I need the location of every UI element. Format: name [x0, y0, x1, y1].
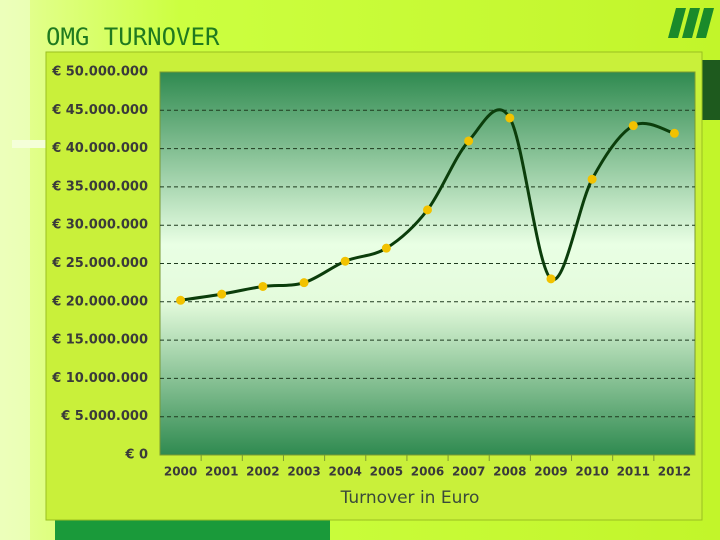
x-tick-label: 2009	[534, 465, 567, 479]
y-tick-label: € 25.000.000	[51, 256, 148, 271]
logo	[668, 8, 714, 38]
data-point	[381, 243, 391, 253]
decor-bar	[12, 140, 52, 148]
data-point	[628, 121, 638, 131]
left-strip	[0, 0, 30, 540]
y-tick-label: € 30.000.000	[51, 218, 148, 233]
x-tick-label: 2012	[658, 465, 691, 479]
y-tick-label: € 15.000.000	[51, 333, 148, 348]
x-tick-label: 2008	[493, 465, 526, 479]
data-point	[258, 281, 268, 291]
data-point	[217, 289, 227, 299]
x-tick-label: 2011	[617, 465, 650, 479]
x-tick-label: 2000	[164, 465, 197, 479]
data-point	[464, 136, 474, 146]
y-tick-label: € 0	[124, 448, 148, 463]
x-tick-label: 2001	[205, 465, 238, 479]
y-tick-label: € 20.000.000	[51, 294, 148, 309]
data-point	[176, 295, 186, 305]
x-tick-label: 2010	[575, 465, 608, 479]
data-point	[505, 113, 515, 123]
y-tick-label: € 10.000.000	[51, 371, 148, 386]
x-tick-label: 2005	[370, 465, 403, 479]
data-point	[669, 128, 679, 138]
x-tick-label: 2007	[452, 465, 485, 479]
x-tick-label: 2002	[246, 465, 279, 479]
data-point	[299, 278, 309, 288]
y-tick-label: € 35.000.000	[51, 179, 148, 194]
data-point	[587, 174, 597, 184]
y-tick-label: € 50.000.000	[51, 65, 148, 80]
data-point	[423, 205, 432, 215]
x-tick-label: 2004	[328, 465, 361, 479]
x-axis-title: Turnover in Euro	[340, 488, 480, 508]
y-tick-label: € 40.000.000	[51, 141, 148, 156]
x-tick-label: 2003	[287, 465, 320, 479]
decor-block	[700, 60, 720, 120]
slide-title: OMG TURNOVER	[46, 23, 220, 51]
x-tick-label: 2006	[411, 465, 444, 479]
bottom-bar	[55, 520, 330, 540]
y-tick-label: € 45.000.000	[51, 103, 148, 118]
data-point	[340, 256, 350, 266]
data-point	[546, 274, 556, 284]
y-tick-label: € 5.000.000	[60, 409, 148, 424]
